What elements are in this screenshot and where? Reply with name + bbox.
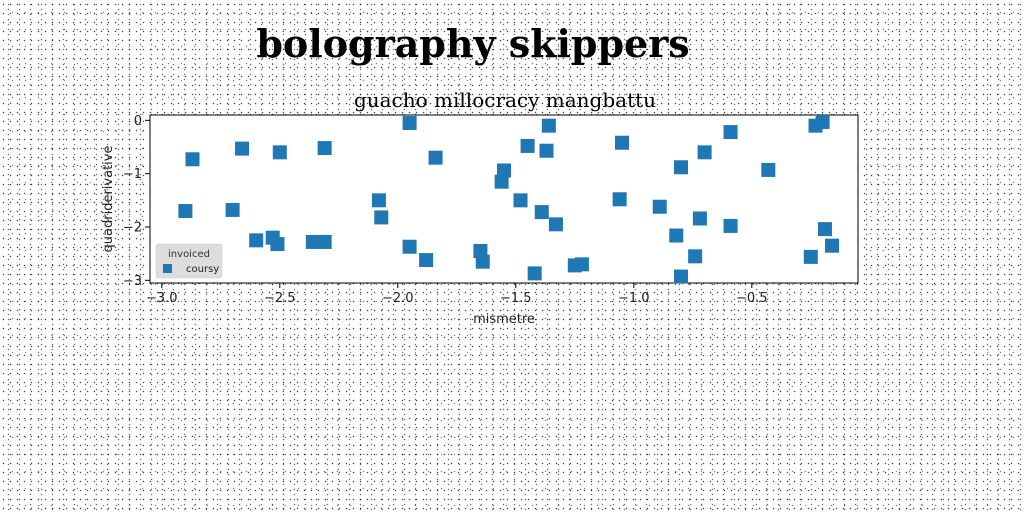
scatter-point [419, 253, 434, 268]
scatter-point [723, 218, 738, 233]
x-tick-label: −2.0 [382, 291, 414, 306]
scatter-point [803, 249, 818, 264]
scatter-point [688, 249, 703, 264]
legend-box [155, 243, 223, 279]
scatter-point [825, 238, 840, 253]
scatter-point [548, 217, 563, 232]
scatter-point [185, 152, 200, 167]
scatter-point [669, 228, 684, 243]
scatter-point [235, 141, 250, 156]
scatter-point [272, 145, 287, 160]
scatter-point [674, 269, 688, 284]
y-tick-label: −2 [123, 221, 142, 236]
scatter-point [541, 118, 556, 133]
scatter-point [428, 150, 443, 165]
scatter-point [402, 239, 417, 254]
scatter-point [674, 160, 688, 175]
scatter-point [371, 193, 386, 208]
y-tick-label: −3 [123, 274, 142, 289]
legend-marker [163, 264, 172, 273]
y-tick-label: −1 [123, 167, 142, 182]
scatter-point [225, 202, 240, 217]
scatter-point [527, 266, 542, 281]
scatter-point [473, 244, 488, 258]
scatter-point [402, 116, 417, 130]
scatter-point [615, 135, 629, 150]
scatter-point [317, 234, 332, 249]
legend-label: coursy [186, 264, 219, 275]
legend-title: invoiced [168, 249, 210, 260]
scatter-point [697, 145, 712, 160]
legend: invoiced coursy [155, 243, 223, 279]
x-tick-label: −0.5 [736, 291, 768, 306]
x-tick-label: −1.0 [618, 291, 650, 306]
scatter-point [497, 163, 511, 178]
scatter-point [652, 199, 667, 214]
x-axis-label: mismetre [473, 312, 535, 327]
scatter-point [270, 237, 285, 252]
x-axis: −3.0 −2.5 −2.0 −1.5 −1.0 −0.5 [146, 283, 768, 306]
scatter-point [317, 141, 332, 156]
scatter-point [249, 233, 264, 248]
scatter-point [817, 222, 832, 237]
x-tick-label: −2.5 [264, 291, 296, 306]
chart-subtitle: guacho millocracy mangbattu [354, 88, 656, 112]
x-tick-label: −3.0 [146, 291, 178, 306]
scatter-point [513, 193, 528, 208]
scatter-series [178, 114, 840, 284]
scatter-point [815, 114, 830, 129]
scatter-point [520, 138, 535, 153]
scatter-point [178, 204, 193, 218]
scatter-point [534, 205, 549, 220]
scatter-point [612, 192, 627, 207]
scatter-point [692, 211, 707, 226]
scatter-point [723, 125, 738, 140]
y-tick-label: 0 [134, 114, 142, 129]
plot-area [149, 114, 859, 284]
scatter-point [761, 162, 776, 177]
x-tick-label: −1.5 [500, 291, 532, 306]
chart-title: bolography skippers [256, 21, 689, 66]
y-axis-label: quadriderivative [101, 146, 116, 253]
scatter-point [574, 257, 589, 272]
scatter-point [305, 234, 320, 249]
scatter-point [539, 143, 554, 158]
scatter-point [494, 174, 509, 189]
scatter-point [374, 210, 389, 225]
scatter-point [475, 254, 490, 269]
y-axis: 0 −1 −2 −3 [123, 114, 150, 289]
